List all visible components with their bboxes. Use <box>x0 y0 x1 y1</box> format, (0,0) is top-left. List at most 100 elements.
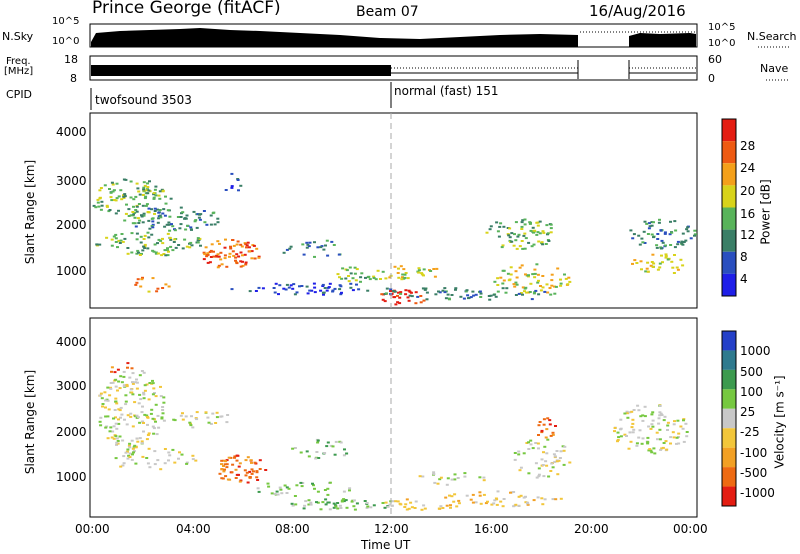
heatmap-cell <box>568 280 572 283</box>
heatmap-cell <box>642 230 646 233</box>
heatmap-cell <box>113 409 117 411</box>
heatmap-cell <box>664 244 667 247</box>
heatmap-cell <box>693 229 697 232</box>
heatmap-cell <box>446 477 450 480</box>
heatmap-cell <box>641 437 645 440</box>
heatmap-cell <box>270 492 274 495</box>
heatmap-cell <box>340 500 344 503</box>
nsky-strip <box>89 23 698 48</box>
heatmap-cell <box>352 499 356 502</box>
heatmap-cell <box>542 231 546 234</box>
heatmap-cell <box>616 431 620 434</box>
heatmap-cell <box>290 502 294 505</box>
heatmap-cell <box>488 228 492 231</box>
heatmap-cell <box>308 241 312 244</box>
heatmap-cell <box>561 445 565 448</box>
heatmap-cell <box>649 264 653 267</box>
heatmap-cell <box>143 389 147 392</box>
heatmap-cell <box>319 289 323 292</box>
heatmap-cell <box>144 189 148 192</box>
heatmap-cell <box>219 258 223 261</box>
heatmap-cell <box>196 237 200 240</box>
heatmap-cell <box>141 420 145 423</box>
heatmap-cell <box>142 422 145 424</box>
heatmap-cell <box>139 241 143 244</box>
heatmap-cell <box>328 508 332 511</box>
heatmap-cell <box>493 499 497 502</box>
heatmap-cell <box>659 229 663 232</box>
heatmap-cell <box>305 450 309 453</box>
heatmap-cell <box>250 250 254 253</box>
heatmap-cell <box>653 452 657 455</box>
heatmap-cell <box>224 460 228 463</box>
heatmap-cell <box>121 240 125 243</box>
heatmap-cell <box>518 469 522 472</box>
heatmap-cell <box>672 423 676 426</box>
heatmap-cell <box>257 286 261 289</box>
heatmap-cell <box>659 247 663 250</box>
heatmap-cell <box>521 286 525 289</box>
heatmap-cell <box>629 440 633 443</box>
heatmap-cell <box>349 272 353 275</box>
heatmap-cell <box>235 262 239 265</box>
heatmap-cell <box>547 475 551 478</box>
heatmap-cell <box>244 243 248 246</box>
heatmap-cell <box>203 221 207 224</box>
heatmap-cell <box>652 236 655 239</box>
heatmap-cell <box>162 419 166 422</box>
heatmap-cell <box>195 226 199 229</box>
heatmap-cell <box>327 286 331 289</box>
heatmap-cell <box>106 437 110 440</box>
heatmap-cell <box>527 472 531 475</box>
heatmap-cell <box>135 387 139 390</box>
heatmap-cell <box>275 490 279 493</box>
heatmap-cell <box>523 218 527 221</box>
heatmap-cell <box>463 472 467 475</box>
heatmap-cell <box>316 246 320 249</box>
heatmap-cell <box>179 414 183 417</box>
heatmap-cell <box>159 216 163 219</box>
heatmap-cell <box>138 219 142 222</box>
heatmap-cell <box>253 461 257 464</box>
heatmap-cell <box>482 493 486 496</box>
heatmap-cell <box>556 473 560 476</box>
heatmap-cell <box>563 273 566 276</box>
heatmap-cell <box>432 471 436 474</box>
heatmap-cell <box>256 487 260 490</box>
heatmap-cell <box>499 276 503 279</box>
heatmap-cell <box>302 253 306 256</box>
heatmap-cell <box>250 461 253 464</box>
heatmap-cell <box>166 254 170 257</box>
heatmap-cell <box>559 284 563 287</box>
heatmap-cell <box>235 459 239 462</box>
heatmap-cell <box>347 275 350 277</box>
heatmap-cell <box>658 404 662 407</box>
heatmap-cell <box>184 415 188 418</box>
heatmap-cell <box>168 229 172 232</box>
heatmap-cell <box>537 240 541 243</box>
heatmap-cell <box>407 299 411 302</box>
heatmap-cell <box>124 451 128 454</box>
heatmap-cell <box>138 393 142 396</box>
heatmap-cell <box>661 446 665 449</box>
heatmap-cell <box>516 235 520 238</box>
heatmap-cell <box>213 223 217 226</box>
heatmap-cell <box>633 259 637 262</box>
heatmap-cell <box>116 368 120 371</box>
heatmap-cell <box>120 198 124 201</box>
heatmap-cell <box>129 388 133 391</box>
heatmap-cell <box>550 462 554 465</box>
heatmap-cell <box>117 422 121 425</box>
heatmap-cell <box>515 276 519 279</box>
heatmap-cell <box>293 447 297 449</box>
heatmap-cell <box>383 300 387 303</box>
heatmap-cell <box>142 245 146 248</box>
heatmap-cell <box>264 469 268 471</box>
heatmap-cell <box>462 297 466 300</box>
heatmap-cell <box>153 210 157 212</box>
heatmap-cell <box>485 231 489 234</box>
heatmap-cell <box>130 439 134 442</box>
heatmap-cell <box>151 417 155 420</box>
heatmap-cell <box>109 387 113 390</box>
heatmap-cell <box>239 184 243 187</box>
